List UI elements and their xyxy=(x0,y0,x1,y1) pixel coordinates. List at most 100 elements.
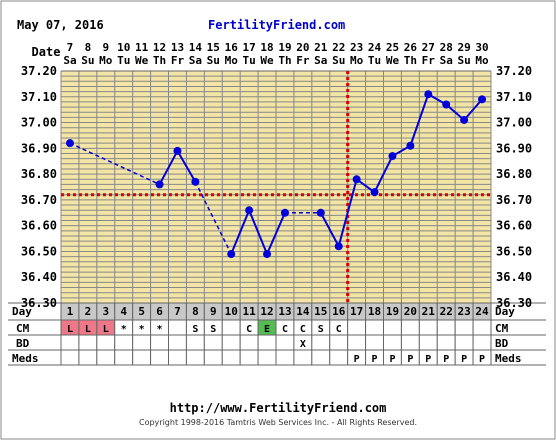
temp-point[interactable] xyxy=(460,115,469,124)
cm-cell xyxy=(168,319,187,336)
bd-row-label: BD xyxy=(16,337,30,350)
temp-point[interactable] xyxy=(155,180,164,189)
temp-point[interactable] xyxy=(280,208,289,217)
cm-cell xyxy=(418,319,438,336)
y-tick-label-right: 37.00 xyxy=(496,116,532,130)
bd-cell xyxy=(221,334,241,351)
meds-cell xyxy=(311,349,331,366)
cm-label: * xyxy=(157,324,163,335)
y-tick-label-left: 36.50 xyxy=(21,244,57,258)
temp-point[interactable] xyxy=(191,177,200,186)
weekday-label: We xyxy=(386,54,400,67)
cm-cell xyxy=(347,319,367,336)
weekday-label: Sa xyxy=(189,54,202,67)
cm-label: L xyxy=(85,324,91,335)
temp-point[interactable] xyxy=(245,206,254,215)
date-label: 23 xyxy=(350,41,363,54)
date-label: 25 xyxy=(386,41,399,54)
cm-cell xyxy=(221,319,241,336)
weekday-label: Fr xyxy=(171,54,185,67)
cycle-day-label: 1 xyxy=(67,305,74,318)
date-label: 26 xyxy=(404,41,418,54)
temp-point[interactable] xyxy=(424,90,433,99)
footer-url[interactable]: http://www.FertilityFriend.com xyxy=(169,401,387,415)
cm-label: S xyxy=(192,324,198,335)
y-tick-label-left: 36.90 xyxy=(21,141,57,155)
meds-cell xyxy=(203,349,223,366)
bd-cell xyxy=(185,334,205,351)
temp-point[interactable] xyxy=(370,188,379,197)
date-label: 21 xyxy=(314,41,328,54)
temp-segment xyxy=(319,212,340,247)
meds-label: P xyxy=(354,354,360,365)
temp-point[interactable] xyxy=(263,250,272,259)
date-label: 15 xyxy=(207,41,220,54)
bd-cell xyxy=(400,334,420,351)
y-tick-label-left: 37.20 xyxy=(21,64,57,78)
date-label: 16 xyxy=(225,41,239,54)
cycle-day-label: 4 xyxy=(120,305,127,318)
meds-cell xyxy=(293,349,313,366)
temp-point[interactable] xyxy=(442,100,451,109)
y-tick-label-left: 37.10 xyxy=(21,90,57,104)
meds-row-label: Meds xyxy=(12,352,39,365)
bd-row-label-right: BD xyxy=(495,337,509,350)
weekday-label: Tu xyxy=(368,54,381,67)
cm-cell xyxy=(365,319,385,336)
bd-cell xyxy=(150,334,169,351)
cycle-day-label: 6 xyxy=(156,305,163,318)
cm-label: * xyxy=(139,324,145,335)
meds-label: P xyxy=(479,354,485,365)
weekday-label: Su xyxy=(81,54,94,67)
weekday-label: We xyxy=(135,54,149,67)
meds-cell xyxy=(239,349,259,366)
cycle-day-label: 9 xyxy=(210,305,217,318)
temp-segment xyxy=(337,179,358,247)
y-tick-label-left: 36.40 xyxy=(21,270,57,284)
temp-point[interactable] xyxy=(352,175,361,184)
cm-label: C xyxy=(300,324,306,335)
meds-cell xyxy=(221,349,241,366)
cm-cell xyxy=(472,319,492,336)
temp-point[interactable] xyxy=(334,242,343,251)
cycle-day-label: 23 xyxy=(458,305,471,318)
footer-copyright: Copyright 1998-2016 Tamtris Web Services… xyxy=(138,418,418,427)
y-tick-label-right: 37.10 xyxy=(496,90,532,104)
weekday-label: Mo xyxy=(225,54,239,67)
meds-label: P xyxy=(372,354,378,365)
bd-cell xyxy=(78,334,98,351)
cycle-day-label: 7 xyxy=(174,305,181,318)
cycle-day-label: 12 xyxy=(260,305,273,318)
cm-label: S xyxy=(210,324,216,335)
cycle-day-label: 10 xyxy=(225,305,238,318)
temp-point[interactable] xyxy=(227,250,236,259)
meds-cell xyxy=(150,349,169,366)
y-tick-label-right: 36.40 xyxy=(496,270,532,284)
meds-row-label-right: Meds xyxy=(495,352,522,365)
date-label: 27 xyxy=(422,41,435,54)
meds-cell xyxy=(168,349,187,366)
site-title[interactable]: FertilityFriend.com xyxy=(208,18,346,32)
y-tick-label-right: 36.80 xyxy=(496,167,532,181)
temp-point[interactable] xyxy=(388,152,397,161)
temp-point[interactable] xyxy=(406,141,415,150)
cm-row-label-right: CM xyxy=(495,322,509,335)
cycle-day-label: 16 xyxy=(332,305,346,318)
bd-cell xyxy=(311,334,331,351)
cm-label: S xyxy=(318,324,324,335)
temp-point[interactable] xyxy=(65,139,74,148)
date-label: 14 xyxy=(189,41,203,54)
cm-cell xyxy=(436,319,456,336)
temp-point[interactable] xyxy=(173,146,182,155)
meds-cell xyxy=(96,349,116,366)
temp-point[interactable] xyxy=(316,208,325,217)
temp-segment xyxy=(230,209,251,255)
weekday-label: Tu xyxy=(243,54,256,67)
temp-point[interactable] xyxy=(478,95,487,104)
cycle-day-label: 14 xyxy=(296,305,310,318)
bd-cell xyxy=(257,334,277,351)
meds-cell xyxy=(275,349,295,366)
meds-cell xyxy=(114,349,134,366)
meds-cell xyxy=(329,349,349,366)
